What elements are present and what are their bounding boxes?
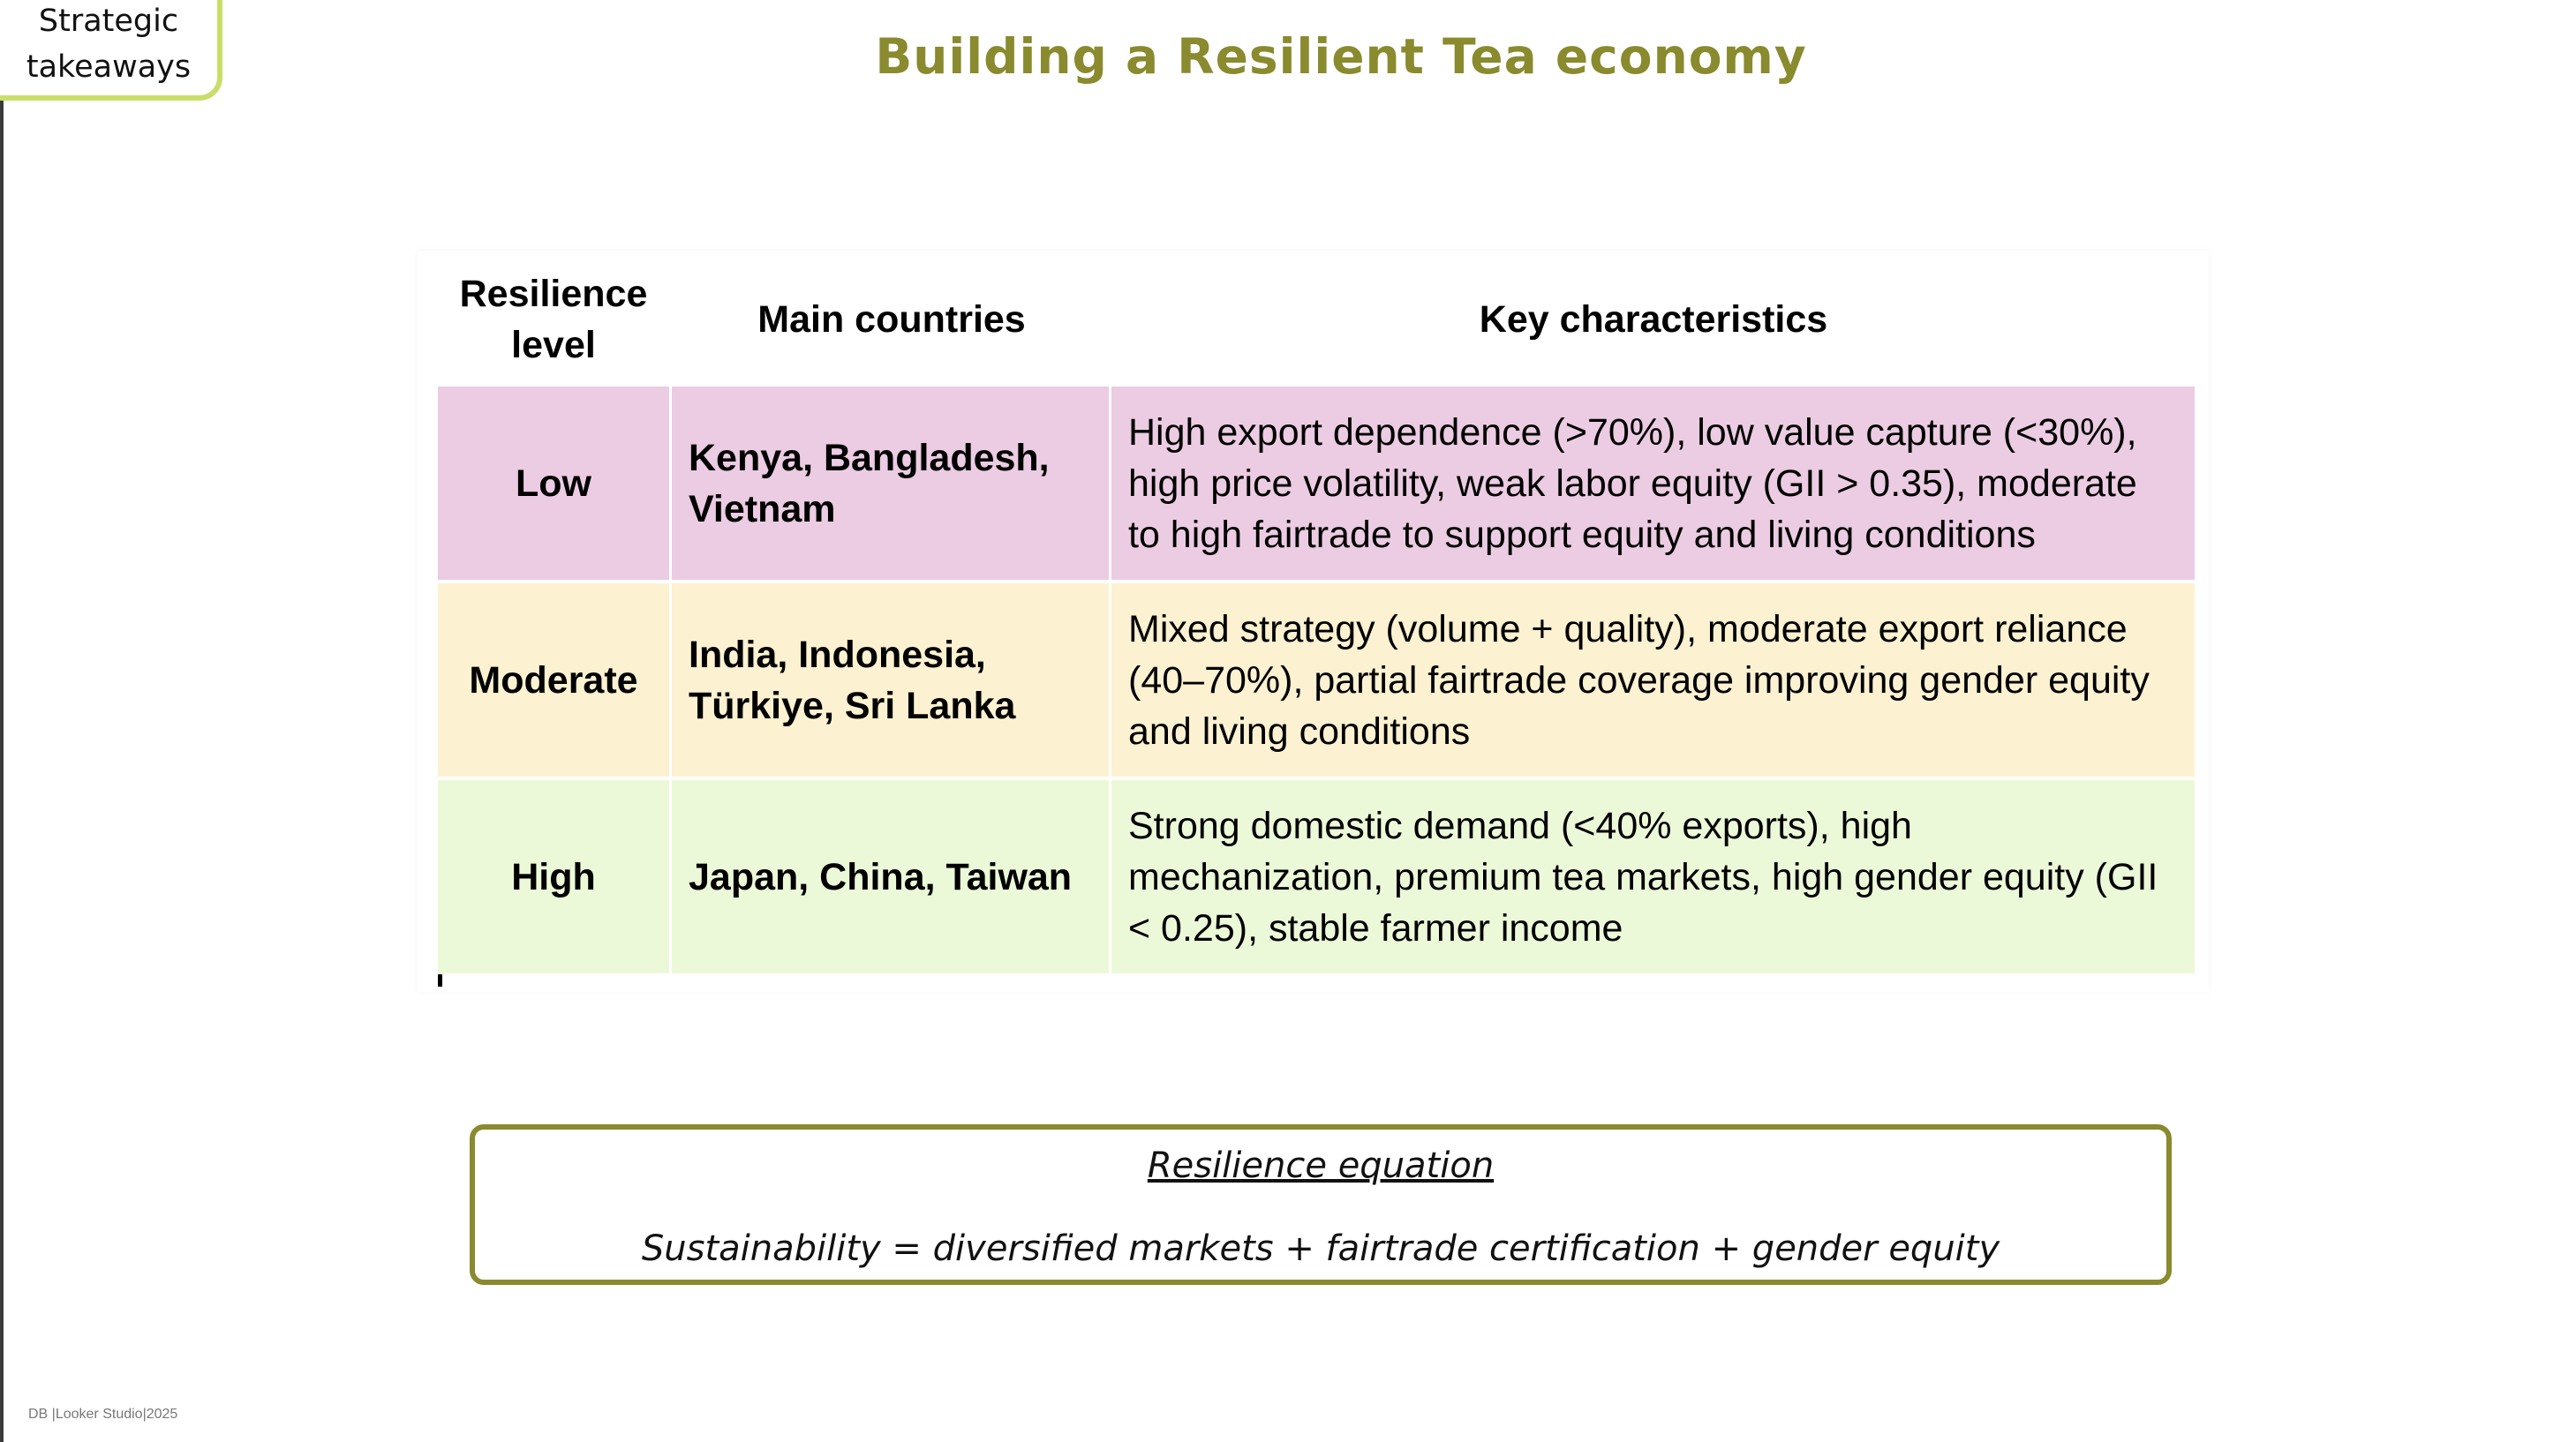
cell-characteristics: Strong domestic demand (<40% exports), h… xyxy=(1111,780,2195,973)
resize-handle-mark xyxy=(438,974,442,987)
cell-level: High xyxy=(438,780,669,973)
table-row-high: High Japan, China, Taiwan Strong domesti… xyxy=(438,780,2195,973)
cell-level: Moderate xyxy=(438,583,669,777)
table-row-moderate: Moderate India, Indonesia, Türkiye, Sri … xyxy=(438,583,2195,777)
cell-countries: India, Indonesia, Türkiye, Sri Lanka xyxy=(671,583,1109,777)
cell-countries: Kenya, Bangladesh, Vietnam xyxy=(671,387,1109,580)
cell-characteristics: Mixed strategy (volume + quality), moder… xyxy=(1111,583,2195,777)
cell-countries: Japan, China, Taiwan xyxy=(671,780,1109,973)
equation-text: Sustainability = diversified markets + f… xyxy=(641,1228,2000,1269)
left-edge-divider xyxy=(0,0,4,1442)
header-resilience-level: Resilience level xyxy=(459,273,648,366)
cell-level: Low xyxy=(438,387,669,580)
footer-credit: DB |Looker Studio|2025 xyxy=(28,1407,178,1422)
table-row-low: Low Kenya, Bangladesh, Vietnam High expo… xyxy=(438,387,2195,580)
strategic-takeaways-tab[interactable]: Strategic takeaways xyxy=(0,0,222,101)
page-title: Building a Resilient Tea economy xyxy=(875,28,1807,85)
header-main-countries: Main countries xyxy=(757,298,1026,341)
header-key-characteristics: Key characteristics xyxy=(1479,298,1828,341)
resilience-table: Resilience level Main countries Key char… xyxy=(417,251,2209,992)
equation-title: Resilience equation xyxy=(1147,1145,1495,1186)
resilience-equation-box: Resilience equation Sustainability = div… xyxy=(470,1124,2172,1285)
tab-label: Strategic takeaways xyxy=(26,4,192,85)
cell-characteristics: High export dependence (>70%), low value… xyxy=(1111,387,2195,580)
